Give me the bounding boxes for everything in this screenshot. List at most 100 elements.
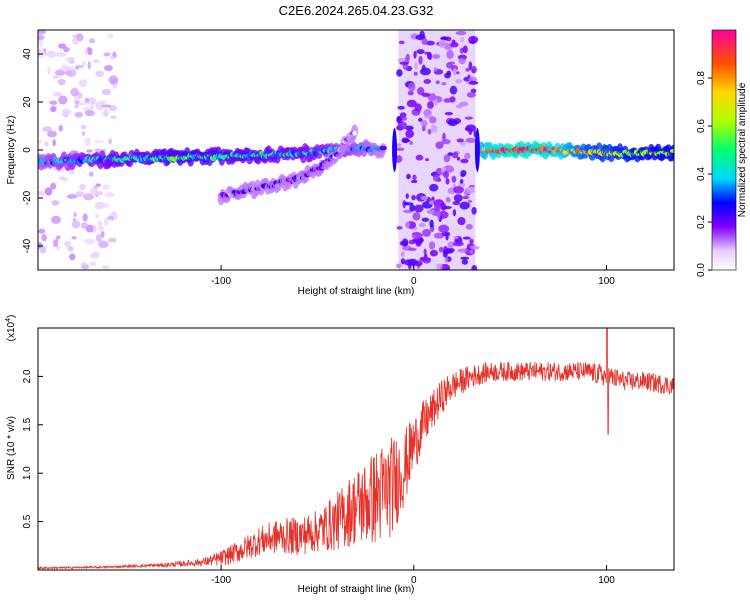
- noise-speck: [101, 88, 111, 96]
- snr-frame: [37, 327, 675, 571]
- noise-speck: [436, 263, 443, 270]
- noise-speck: [84, 238, 96, 245]
- noise-speck: [421, 92, 431, 98]
- noise-speck: [110, 115, 118, 120]
- noise-speck: [86, 149, 93, 153]
- noise-speck: [84, 97, 90, 103]
- noise-speck: [461, 259, 469, 265]
- noise-speck: [75, 66, 80, 70]
- noise-speck: [408, 82, 416, 92]
- y-tick-label: 20: [22, 96, 33, 108]
- noise-speck: [414, 260, 423, 267]
- noise-speck: [469, 250, 474, 254]
- noise-speck: [52, 91, 63, 97]
- noise-speck: [422, 228, 431, 237]
- noise-speck: [51, 200, 60, 206]
- noise-speck: [423, 79, 432, 84]
- noise-speck: [468, 76, 478, 83]
- edge-streak: [474, 128, 480, 172]
- noise-speck: [456, 138, 465, 143]
- noise-speck: [81, 262, 87, 266]
- noise-speck: [71, 236, 77, 240]
- noise-speck: [60, 64, 69, 72]
- noise-speck: [47, 130, 57, 138]
- snr-line-layer: [38, 328, 674, 570]
- y-tick-label: 1.0: [22, 466, 33, 480]
- noise-speck: [406, 173, 411, 180]
- noise-speck: [91, 251, 100, 259]
- noise-speck: [445, 178, 450, 185]
- noise-speck: [57, 78, 66, 86]
- spectrogram-x-label: Height of straight line (km): [298, 286, 415, 297]
- noise-speck: [396, 263, 402, 269]
- noise-speck: [425, 157, 429, 162]
- y-tick-label: -20: [22, 190, 33, 205]
- noise-speck: [89, 261, 97, 267]
- noise-speck: [442, 250, 448, 258]
- noise-speck: [435, 80, 440, 85]
- snr-series-line: [38, 328, 674, 570]
- noise-speck: [417, 86, 425, 96]
- noise-speck: [72, 217, 76, 222]
- noise-speck: [437, 211, 441, 220]
- noise-speck: [81, 131, 86, 136]
- y-tick-label: -40: [22, 238, 33, 253]
- noise-speck: [83, 193, 94, 201]
- noise-speck: [102, 184, 111, 190]
- noise-speck: [74, 103, 79, 109]
- noise-speck: [95, 213, 99, 219]
- noise-speck: [49, 100, 58, 105]
- colorbar-tick-label: 0.8: [696, 71, 707, 85]
- noise-speck: [422, 256, 432, 264]
- noise-speck: [468, 128, 473, 135]
- spectrogram-panel: -100 0 100 -40 -20 0 20 40 Height of straight …: [6, 29, 675, 297]
- noise-speck: [80, 222, 88, 229]
- noise-speck: [420, 196, 428, 201]
- noise-speck: [58, 95, 68, 105]
- colorbar-ticks: 0.0 0.2 0.4 0.6 0.8: [696, 71, 712, 277]
- noise-speck: [88, 38, 96, 44]
- noise-speck: [468, 80, 479, 85]
- noise-speck: [108, 138, 113, 145]
- noise-speck: [433, 98, 438, 106]
- noise-speck: [459, 201, 470, 210]
- snr-y-scale-label: (x104): [5, 315, 17, 342]
- noise-speck: [451, 175, 457, 183]
- spectrogram-y-label: Frequency (Hz): [6, 116, 17, 185]
- noise-speck: [419, 30, 425, 39]
- noise-speck: [42, 126, 52, 132]
- noise-speck: [452, 209, 457, 217]
- ridge-cell: [352, 130, 357, 136]
- noise-speck: [429, 183, 439, 192]
- edge-streak: [392, 128, 398, 172]
- noise-speck: [93, 140, 104, 144]
- noise-speck: [38, 30, 47, 35]
- noise-speck: [427, 128, 432, 135]
- noise-speck: [465, 67, 470, 72]
- noise-speck: [469, 245, 480, 250]
- noise-speck: [71, 220, 81, 229]
- noise-speck: [103, 52, 111, 57]
- snr-y-ticks: 0.5 1.0 1.5 2.0: [22, 369, 43, 529]
- noise-speck: [107, 237, 117, 243]
- y-tick-label: 1.5: [22, 417, 33, 431]
- noise-speck: [433, 202, 441, 212]
- x-tick-label: 0: [411, 276, 417, 287]
- noise-speck: [415, 154, 424, 161]
- noise-speck: [418, 222, 426, 228]
- noise-speck: [453, 186, 464, 194]
- noise-speck: [107, 215, 115, 221]
- noise-speck: [44, 187, 53, 196]
- noise-speck: [95, 190, 102, 196]
- noise-speck: [38, 228, 46, 234]
- noise-speck: [56, 245, 61, 251]
- noise-speck: [460, 36, 465, 43]
- noise-speck: [438, 246, 444, 253]
- noise-speck: [412, 212, 421, 221]
- noise-speck: [73, 95, 80, 102]
- noise-speck: [103, 217, 109, 226]
- noise-speck: [426, 51, 431, 60]
- noise-speck: [441, 36, 449, 41]
- noise-speck: [425, 40, 435, 46]
